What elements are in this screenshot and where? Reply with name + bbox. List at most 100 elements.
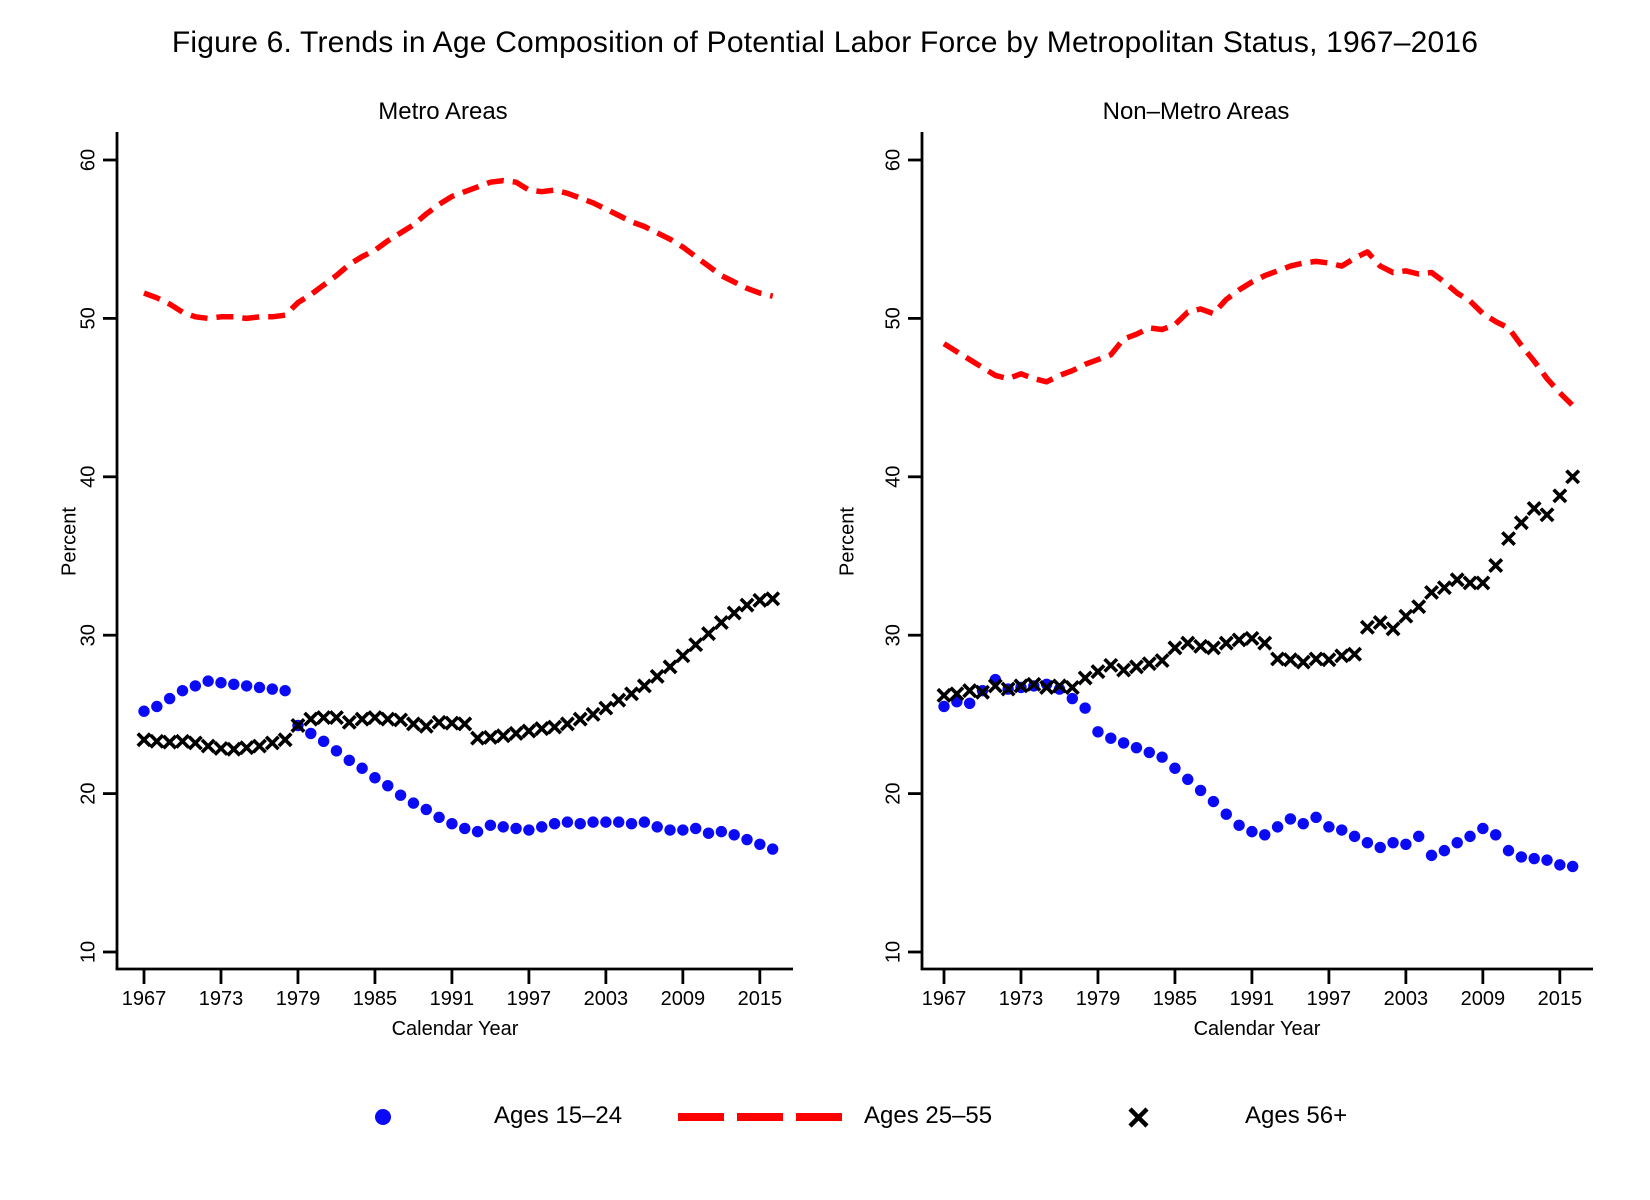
y-tick-label: 50 <box>77 307 99 329</box>
data-point-x <box>521 723 537 739</box>
data-point-circle <box>330 745 343 757</box>
x-tick-label: 1985 <box>1153 988 1198 1010</box>
data-point-circle <box>1233 819 1245 831</box>
data-point-x <box>1513 515 1529 531</box>
data-point-x <box>162 734 178 750</box>
data-point-x <box>713 615 729 631</box>
data-point-circle <box>343 754 355 767</box>
series-ages-25-55 <box>143 177 774 322</box>
data-point-x <box>975 684 990 700</box>
data-point-x <box>1077 670 1093 686</box>
data-point-circle <box>1079 702 1091 714</box>
data-point-x <box>1359 619 1375 635</box>
data-point-circle <box>433 811 445 824</box>
data-point-circle <box>523 824 535 836</box>
data-point-x <box>1526 501 1542 516</box>
y-tick-label: 10 <box>77 941 99 963</box>
data-point-x <box>1218 635 1234 651</box>
data-point-x <box>547 719 563 735</box>
y-tick-label: 40 <box>882 466 904 488</box>
data-point-x <box>1449 572 1465 588</box>
data-point-x <box>1180 635 1196 651</box>
legend-x-icon <box>1128 1107 1149 1128</box>
y-tick-label: 20 <box>882 782 904 804</box>
data-point-circle <box>1169 762 1181 774</box>
data-point-circle <box>1117 737 1130 749</box>
data-point-circle <box>766 843 779 855</box>
data-point-circle <box>1502 844 1515 857</box>
data-point-circle <box>1464 830 1476 843</box>
series-ages-56-plus <box>936 469 1581 703</box>
y-tick-label: 50 <box>882 307 904 329</box>
x-tick-label: 1997 <box>1307 988 1352 1010</box>
data-point-x <box>1385 621 1401 637</box>
data-point-circle <box>1374 841 1386 854</box>
data-point-circle <box>382 779 394 792</box>
data-point-x <box>187 735 203 751</box>
data-point-circle <box>266 683 278 695</box>
data-point-circle <box>677 824 689 836</box>
data-point-x <box>962 683 978 699</box>
data-point-x <box>936 687 952 703</box>
data-point-circle <box>741 833 753 846</box>
data-point-x <box>277 732 293 748</box>
x-tick-label: 2015 <box>738 988 783 1010</box>
data-point-x <box>1257 635 1273 651</box>
data-point-x <box>213 740 229 756</box>
data-point-circle <box>728 829 740 841</box>
data-point-x <box>1347 646 1363 662</box>
data-point-x <box>752 592 768 608</box>
data-point-circle <box>625 817 638 830</box>
x-axis-ticks: 1967 1973 1979 1985 1991 1997 2003 2009 2015 <box>922 969 1582 1010</box>
data-point-x <box>290 718 306 733</box>
data-point-x <box>1462 575 1478 591</box>
data-point-x <box>1539 507 1555 523</box>
data-point-x <box>1205 640 1221 656</box>
x-axis-ticks: 1967 1973 1979 1985 1991 1997 2003 2009 2015 <box>122 969 782 1010</box>
data-point-circle <box>1143 746 1155 759</box>
data-point-x <box>1372 615 1388 631</box>
data-point-circle <box>459 822 471 835</box>
x-tick-label: 1997 <box>507 988 552 1010</box>
data-point-circle <box>394 789 407 801</box>
figure-title: Figure 6. Trends in Age Composition of P… <box>171 26 1479 59</box>
data-point-x <box>175 733 190 749</box>
data-point-x <box>1436 580 1452 596</box>
x-tick-label: 2009 <box>661 988 706 1010</box>
data-point-x <box>457 716 473 732</box>
data-point-x <box>405 716 421 732</box>
legend: Ages 15–24 Ages 25–55 Ages 56+ <box>0 1096 1650 1144</box>
data-point-circle <box>1361 837 1374 849</box>
data-point-circle <box>1566 860 1579 873</box>
data-point-circle <box>305 727 317 740</box>
data-point-circle <box>651 821 663 833</box>
data-point-circle <box>1092 726 1104 738</box>
data-point-circle <box>1451 837 1463 849</box>
data-point-circle <box>963 697 976 710</box>
panel-title-metro: Metro Areas <box>378 98 508 125</box>
data-point-circle <box>1182 773 1194 786</box>
data-point-circle <box>1387 837 1399 849</box>
data-point-x <box>662 659 678 675</box>
legend-dash-icon <box>678 1113 846 1121</box>
data-point-circle <box>1284 813 1297 825</box>
data-point-circle <box>613 816 625 828</box>
data-point-x <box>149 733 165 749</box>
y-axis-ticks: 10 20 30 40 50 60 <box>77 149 117 963</box>
data-point-circle <box>510 822 522 835</box>
legend-label-ages-15-24: Ages 15–24 <box>494 1102 623 1129</box>
data-point-circle <box>1310 811 1322 824</box>
data-point-x <box>1552 488 1568 504</box>
data-point-circle <box>471 825 484 838</box>
data-point-x <box>1565 469 1581 485</box>
data-point-circle <box>1336 824 1348 836</box>
data-point-x <box>1475 575 1491 591</box>
data-point-x <box>1424 584 1440 600</box>
data-point-circle <box>202 675 214 687</box>
data-point-circle <box>1207 795 1220 808</box>
data-point-circle <box>1220 808 1232 820</box>
data-point-circle <box>176 684 189 697</box>
data-point-x <box>688 637 704 653</box>
data-point-x <box>367 710 383 726</box>
